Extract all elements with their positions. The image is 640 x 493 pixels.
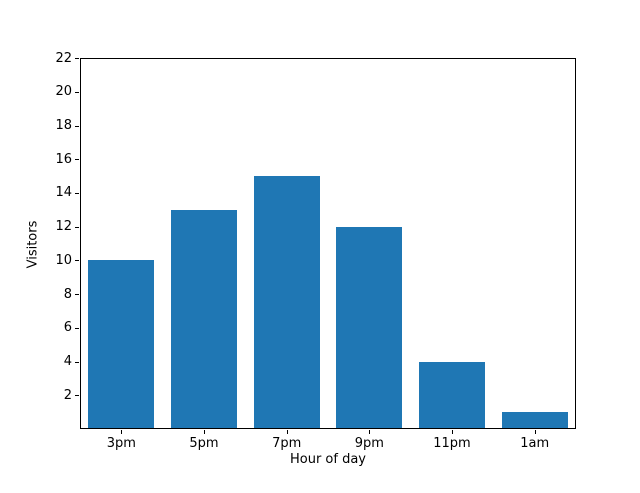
x-axis-label: Hour of day	[289, 452, 367, 467]
y-axis-label: Visitors	[25, 220, 41, 269]
bar-3pm	[88, 260, 155, 429]
y-tick-label: 6	[63, 320, 72, 336]
y-tick-mark	[75, 327, 79, 329]
x-tick-mark	[369, 430, 371, 434]
x-tick-mark	[121, 430, 123, 434]
y-tick-mark	[75, 192, 79, 194]
x-tick-label: 1am	[520, 436, 550, 451]
plot-area	[80, 58, 576, 429]
x-tick-label: 7pm	[272, 436, 302, 451]
y-tick-label: 8	[63, 286, 72, 302]
x-tick-mark	[534, 430, 536, 434]
y-tick-label: 18	[55, 118, 72, 133]
y-tick-label: 10	[55, 252, 72, 268]
y-tick-label: 12	[55, 219, 72, 235]
y-tick-label: 2	[63, 387, 72, 403]
x-tick-label: 9pm	[354, 436, 384, 451]
x-tick-label: 11pm	[433, 436, 471, 451]
x-tick-label: 3pm	[106, 436, 136, 451]
bar-11pm	[419, 361, 485, 429]
y-tick-label: 20	[55, 84, 72, 100]
bar-5pm	[171, 209, 237, 429]
x-tick-mark	[286, 430, 288, 434]
bar-9pm	[336, 226, 403, 429]
bar-7pm	[253, 176, 320, 429]
y-tick-mark	[75, 125, 79, 127]
y-tick-mark	[75, 91, 79, 93]
y-tick-mark	[75, 58, 79, 59]
x-tick-label: 5pm	[189, 436, 219, 451]
y-tick-label: 14	[55, 185, 72, 201]
y-tick-mark	[75, 294, 79, 296]
y-tick-label: 16	[55, 151, 72, 167]
x-tick-mark	[452, 430, 453, 434]
y-tick-label: 22	[55, 50, 72, 66]
y-tick-mark	[75, 260, 79, 262]
y-tick-label: 4	[63, 354, 72, 369]
bar-1am	[501, 412, 568, 429]
y-tick-mark	[75, 226, 79, 228]
y-tick-mark	[75, 361, 79, 363]
axes-frame	[80, 58, 576, 429]
bar-chart-figure: Visitors Hour of day 2 4 6 8 10 12 14 16 18 20 22 3…	[25, 50, 576, 467]
y-tick-mark	[75, 159, 79, 161]
x-tick-mark	[204, 430, 205, 434]
y-tick-mark	[75, 395, 79, 397]
